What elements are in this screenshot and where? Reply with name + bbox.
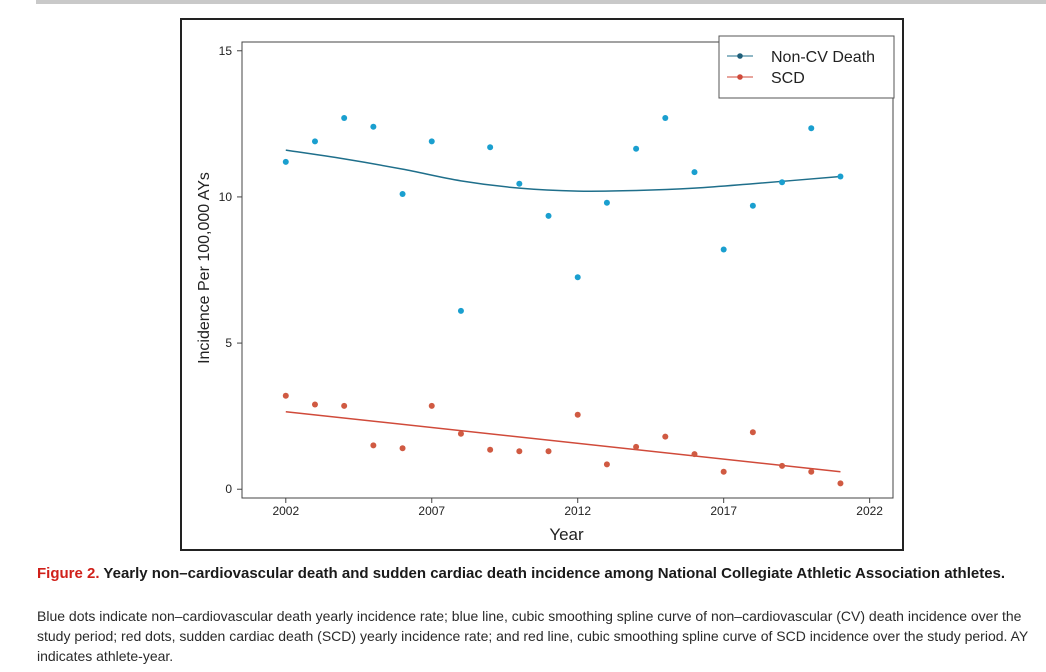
chart: 2002 2007 2012 2017 2022 0 5 10 15 Year Incidence … <box>196 35 895 544</box>
legend-marker-non-cv <box>737 53 743 59</box>
figure-frame <box>180 18 904 551</box>
x-tick-label: 2022 <box>856 504 883 518</box>
scd-point-2014 <box>633 443 640 450</box>
x-tick-label: 2012 <box>564 504 591 518</box>
non-cv-point-2007 <box>428 138 435 145</box>
y-tick-label: 15 <box>219 44 233 58</box>
figure-label: Figure 2. <box>37 565 100 582</box>
non-cv-point-2019 <box>779 179 786 186</box>
non-cv-point-2021 <box>837 173 844 180</box>
figure-title: Yearly non–cardiovascular death and sudd… <box>103 565 1006 582</box>
x-axis-label: Year <box>549 525 584 544</box>
scd-point-2005 <box>370 442 377 449</box>
non-cv-point-2011 <box>545 212 552 219</box>
non-cv-point-2009 <box>487 144 494 151</box>
scd-point-2019 <box>779 462 786 469</box>
non-cv-point-2015 <box>662 115 669 121</box>
non-cv-point-2006 <box>399 191 406 197</box>
non-cv-point-2008 <box>457 307 464 314</box>
non-cv-spline-line <box>285 149 841 192</box>
non-cv-point-2020 <box>808 125 815 132</box>
y-axis-label: Incidence Per 100,000 AYs <box>196 172 213 364</box>
non-cv-point-2005 <box>370 123 377 130</box>
top-rule <box>36 0 1046 4</box>
non-cv-point-2010 <box>516 180 523 187</box>
scd-point-2002 <box>282 392 289 399</box>
figure-caption-body: Blue dots indicate non–cardiovascular de… <box>37 608 1028 664</box>
scd-point-2003 <box>311 401 318 408</box>
scd-point-2007 <box>428 402 435 409</box>
legend-marker-scd <box>737 74 743 80</box>
scd-spline-line <box>285 411 841 473</box>
x-tick-label: 2007 <box>418 504 445 518</box>
non-cv-point-2012 <box>574 274 581 281</box>
non-cv-point-2003 <box>311 138 318 145</box>
scd-point-2010 <box>516 448 523 455</box>
non-cv-point-2002 <box>282 158 289 165</box>
scd-point-2017 <box>720 468 727 475</box>
x-tick-label: 2002 <box>272 504 299 518</box>
scd-point-2004 <box>341 402 348 409</box>
scd-point-2011 <box>545 448 552 455</box>
legend-box <box>718 35 895 99</box>
non-cv-point-2013 <box>603 199 610 206</box>
non-cv-point-2017 <box>720 246 727 253</box>
non-cv-point-2016 <box>691 169 698 176</box>
y-tick-label: 5 <box>225 336 232 350</box>
scd-point-2012 <box>574 411 581 418</box>
non-cv-point-2018 <box>749 202 756 209</box>
scd-point-2008 <box>457 430 464 437</box>
non-cv-point-2004 <box>341 115 348 121</box>
scd-point-2009 <box>487 446 494 453</box>
figure-caption-title: Figure 2. Yearly non–cardiovascular deat… <box>37 564 1037 584</box>
y-tick-label: 10 <box>219 190 233 204</box>
x-tick-label: 2017 <box>710 504 737 518</box>
legend-label-scd: SCD <box>771 70 805 87</box>
scd-point-2015 <box>662 433 669 440</box>
scd-point-2006 <box>399 445 406 452</box>
legend-label-non-cv: Non-CV Death <box>771 49 875 66</box>
scd-point-2013 <box>603 461 610 468</box>
scd-point-2021 <box>837 480 844 487</box>
scd-point-2020 <box>808 468 815 475</box>
y-tick-label: 0 <box>225 482 232 496</box>
plot-area-border <box>241 41 894 499</box>
non-cv-point-2014 <box>633 145 640 152</box>
scd-point-2018 <box>749 429 756 436</box>
scd-point-2016 <box>691 451 698 458</box>
